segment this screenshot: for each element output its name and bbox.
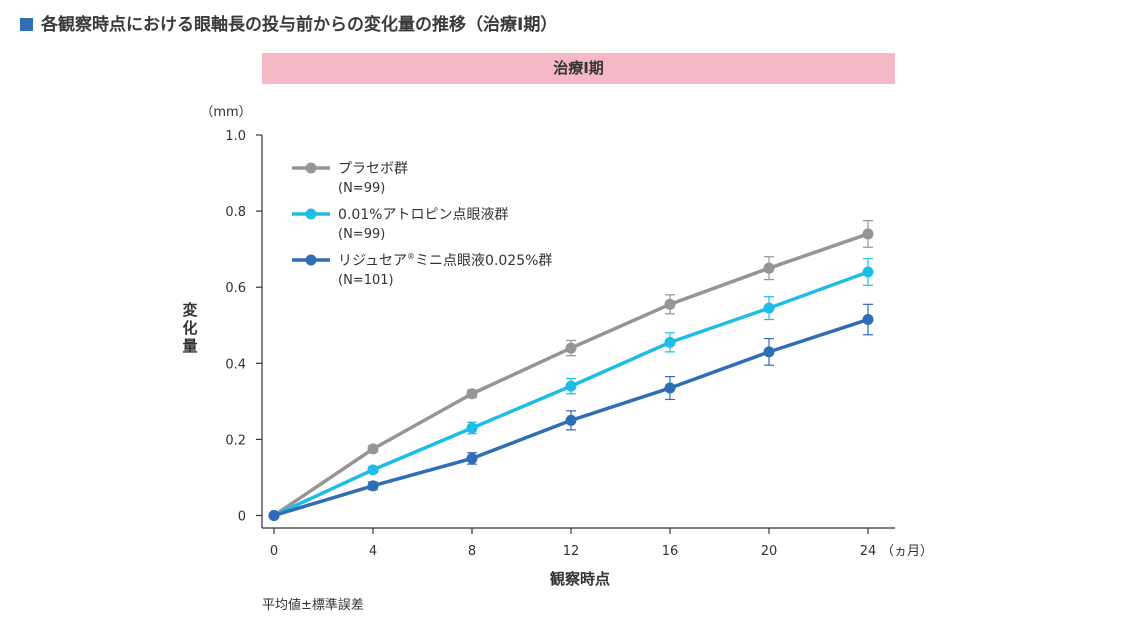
x-tick-label: 4 [369,544,377,559]
legend-n: (N=99) [338,227,385,242]
x-tick-label: 24 [860,544,877,559]
data-point [763,346,775,358]
y-tick-label: 0.2 [225,433,246,448]
legend-item-1: プラセボ群 (N=99) [292,161,408,196]
title-square-icon [20,18,33,31]
data-point [763,262,775,274]
data-point [466,422,478,434]
data-point [466,388,478,400]
data-point [367,464,379,476]
data-point [367,443,379,455]
x-tick-label: 0 [270,544,278,559]
data-point [565,414,577,426]
data-point [664,336,676,348]
axes [261,135,895,529]
legend-item-2: 0.01%アトロピン点眼液群 (N=99) [292,207,508,242]
y-tick-label: 0.8 [225,205,246,220]
y-axis-label: 変化量 [182,301,197,355]
x-axis-unit: （ヵ月） [881,544,933,559]
data-point [664,298,676,310]
data-point [862,314,874,326]
legend-item-3: リジュセア®ミニ点眼液0.025%群 (N=101) [292,252,552,288]
data-point [565,380,577,392]
legend-marker [305,208,317,220]
data-point [565,342,577,354]
y-tick-label: 0 [238,510,246,525]
y-tick-label: 0.6 [225,281,246,296]
series-3 [268,303,874,521]
footnote: 平均値±標準誤差 [262,598,364,613]
y-axis-unit: （mm） [200,105,251,120]
legend-marker [305,162,317,174]
x-tick-label: 16 [662,544,679,559]
y-tick-label: 1.0 [225,129,246,144]
y-tick-label: 0.4 [225,357,246,372]
x-tick-label: 12 [563,544,580,559]
legend-marker [305,254,317,266]
legend-label: プラセボ群 [338,161,408,177]
data-point [862,266,874,278]
period-banner: 治療Ⅰ期 [262,53,895,84]
legend-n: (N=101) [338,273,394,288]
series-layer [268,220,874,521]
data-point [268,510,280,521]
legend-label: 0.01%アトロピン点眼液群 [338,207,508,223]
data-point [862,228,874,240]
series-2 [268,258,874,521]
x-tick-label: 20 [761,544,778,559]
data-point [763,302,775,314]
x-ticks: 0 4 8 12 16 20 24 [270,528,876,559]
x-tick-label: 8 [468,544,476,559]
legend-label: リジュセア®ミニ点眼液0.025%群 [338,252,552,269]
data-point [367,480,379,492]
series-1 [268,220,874,521]
y-ticks: 0 0.2 0.4 0.6 0.8 1.0 [225,129,262,525]
data-point [466,452,478,464]
x-axis-label: 観察時点 [550,570,610,588]
legend-n: (N=99) [338,181,385,196]
data-point [664,382,676,394]
page-title-text: 各観察時点における眼軸長の投与前からの変化量の推移（治療Ⅰ期） [41,15,558,35]
page-title: 各観察時点における眼軸長の投与前からの変化量の推移（治療Ⅰ期） [20,10,557,35]
legend: プラセボ群 (N=99) 0.01%アトロピン点眼液群 (N=99) リジュセア®ミニ点… [292,161,552,288]
